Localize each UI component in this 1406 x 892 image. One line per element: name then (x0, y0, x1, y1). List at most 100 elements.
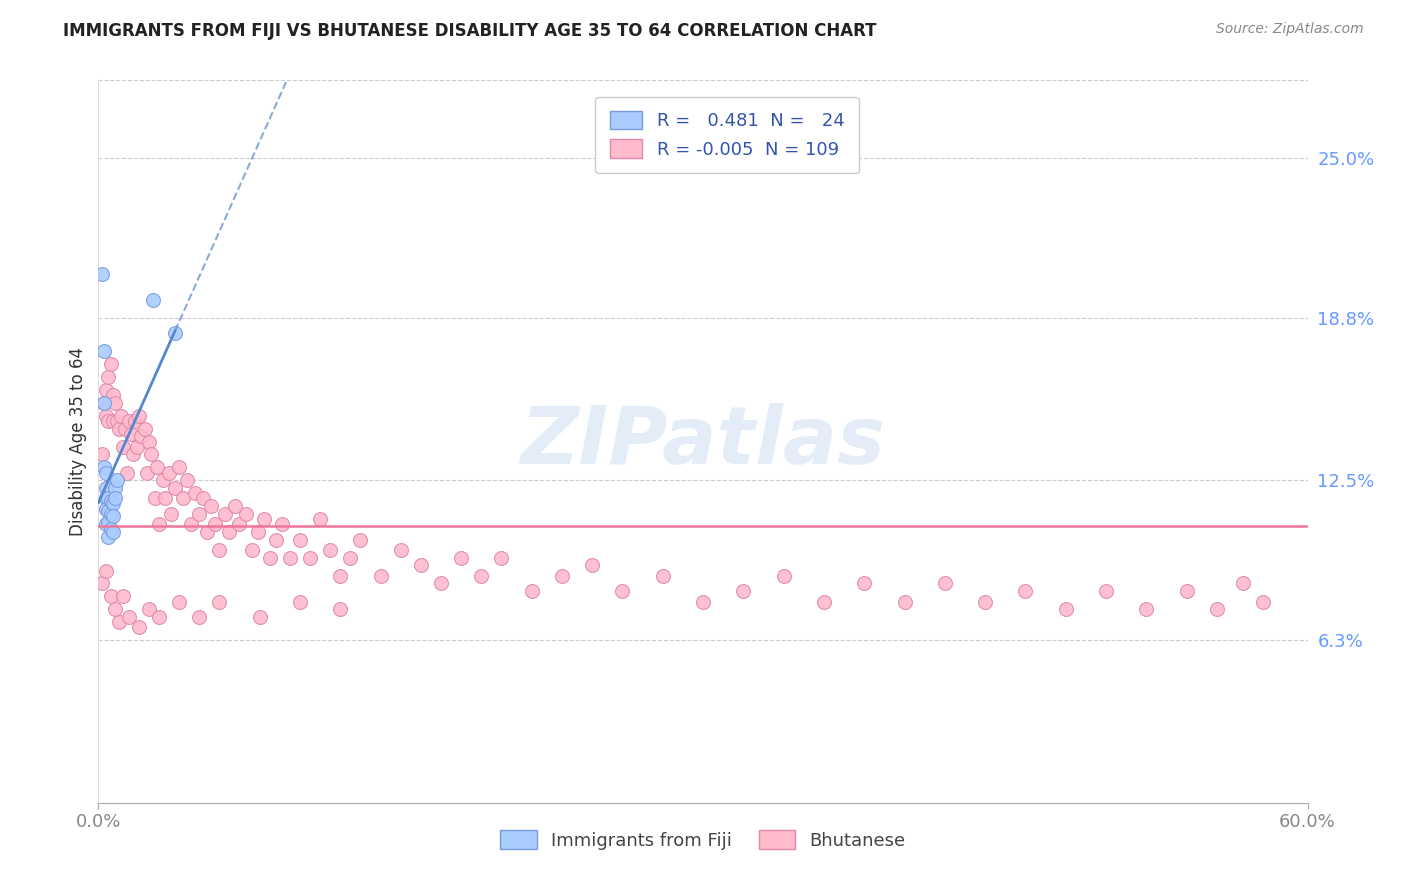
Point (152, 473, 174, 487)
Point (163, 481, 186, 495)
Point (188, 610, 211, 624)
Point (107, 422, 129, 436)
Point (240, 542, 263, 557)
Point (299, 550, 322, 565)
Point (430, 576, 453, 591)
Point (893, 594, 915, 608)
Point (270, 517, 292, 532)
Point (97, 491, 120, 506)
Point (93, 396, 115, 410)
Point (224, 499, 246, 513)
Point (167, 594, 190, 608)
Point (218, 524, 240, 539)
Point (124, 414, 146, 428)
Point (214, 507, 236, 521)
Point (259, 550, 281, 565)
Point (128, 409, 150, 423)
Point (349, 533, 371, 547)
Point (329, 568, 352, 582)
Point (208, 542, 231, 557)
Point (339, 550, 361, 565)
Point (772, 568, 794, 582)
Point (101, 524, 124, 539)
Point (160, 507, 183, 521)
Point (100, 357, 122, 371)
Point (1206, 602, 1229, 616)
Point (974, 594, 997, 608)
Point (96, 491, 118, 506)
Point (246, 524, 269, 539)
Point (195, 524, 218, 539)
Point (1175, 584, 1198, 599)
Point (128, 620, 150, 634)
Legend: Immigrants from Fiji, Bhutanese: Immigrants from Fiji, Bhutanese (491, 822, 915, 859)
Point (93, 396, 115, 410)
Point (96, 481, 118, 495)
Point (97, 370, 120, 384)
Point (200, 499, 222, 513)
Point (138, 434, 160, 449)
Point (93, 344, 115, 359)
Point (228, 517, 250, 532)
Point (188, 507, 211, 521)
Point (91, 267, 114, 281)
Point (253, 512, 276, 526)
Point (96, 564, 118, 578)
Point (142, 293, 165, 307)
Point (96, 383, 118, 397)
Point (110, 409, 132, 423)
Point (97, 414, 120, 428)
Point (208, 594, 231, 608)
Point (733, 584, 755, 599)
Point (118, 610, 141, 624)
Point (138, 602, 160, 616)
Point (520, 584, 543, 599)
Point (193, 491, 215, 506)
Point (101, 414, 124, 428)
Point (1232, 576, 1254, 591)
Point (111, 590, 134, 604)
Point (91, 576, 114, 591)
Point (118, 414, 141, 428)
Point (157, 466, 180, 480)
Point (235, 507, 257, 521)
Point (97, 530, 120, 544)
Point (167, 460, 190, 475)
Point (143, 491, 166, 506)
Point (101, 388, 124, 402)
Point (135, 466, 157, 480)
Point (288, 594, 311, 608)
Point (581, 558, 603, 573)
Point (100, 507, 122, 521)
Point (101, 509, 124, 524)
Point (163, 326, 186, 341)
Point (93, 460, 115, 475)
Point (105, 473, 128, 487)
Point (813, 594, 835, 608)
Point (853, 576, 876, 591)
Point (1014, 584, 1036, 599)
Point (651, 568, 673, 582)
Point (121, 447, 143, 461)
Point (114, 422, 136, 436)
Point (129, 429, 152, 443)
Point (100, 590, 122, 604)
Point (264, 533, 287, 547)
Point (115, 466, 138, 480)
Point (612, 584, 634, 599)
Point (389, 542, 412, 557)
Point (103, 396, 125, 410)
Point (96, 409, 118, 423)
Point (103, 491, 125, 506)
Point (125, 440, 148, 454)
Point (111, 440, 134, 454)
Point (96, 517, 118, 532)
Point (934, 576, 956, 591)
Point (204, 517, 226, 532)
Point (105, 414, 128, 428)
Point (96, 501, 118, 516)
Y-axis label: Disability Age 35 to 64: Disability Age 35 to 64 (69, 347, 87, 536)
Point (100, 522, 122, 536)
Point (97, 504, 120, 518)
Point (103, 602, 125, 616)
